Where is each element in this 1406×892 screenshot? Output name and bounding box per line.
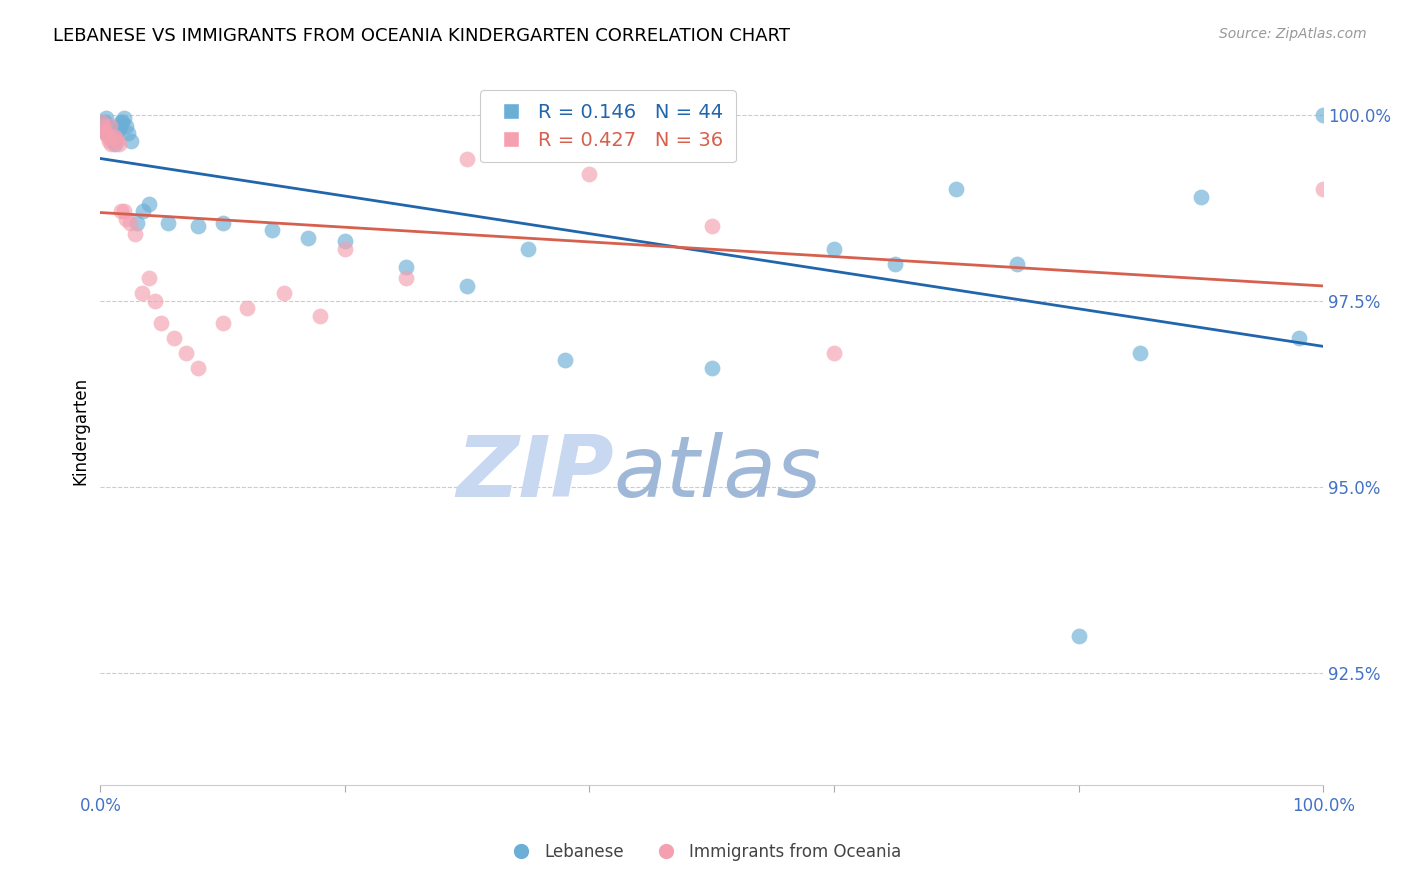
Point — [108, 119, 131, 133]
Point — [96, 126, 118, 140]
Point — [700, 219, 723, 234]
Point — [138, 197, 160, 211]
Point — [395, 271, 418, 285]
Text: Source: ZipAtlas.com: Source: ZipAtlas.com — [1219, 27, 1367, 41]
Point — [101, 130, 124, 145]
Point — [456, 153, 478, 167]
Point — [145, 293, 167, 308]
Point — [93, 122, 115, 136]
Point — [156, 216, 179, 230]
Legend: R = 0.146   N = 44, R = 0.427   N = 36: R = 0.146 N = 44, R = 0.427 N = 36 — [479, 90, 735, 162]
Point — [96, 112, 118, 126]
Point — [1312, 182, 1334, 196]
Point — [333, 234, 356, 248]
Point — [236, 301, 259, 316]
Point — [97, 119, 120, 133]
Point — [100, 126, 122, 140]
Point — [1067, 629, 1090, 643]
Point — [578, 167, 600, 181]
Y-axis label: Kindergarten: Kindergarten — [72, 377, 89, 485]
Point — [91, 119, 114, 133]
Point — [884, 256, 907, 270]
Text: LEBANESE VS IMMIGRANTS FROM OCEANIA KINDERGARTEN CORRELATION CHART: LEBANESE VS IMMIGRANTS FROM OCEANIA KIND… — [53, 27, 790, 45]
Point — [1129, 346, 1152, 360]
Point — [104, 130, 127, 145]
Point — [91, 119, 114, 133]
Point — [260, 223, 283, 237]
Point — [90, 115, 112, 129]
Point — [98, 122, 121, 136]
Point — [150, 316, 173, 330]
Point — [211, 316, 233, 330]
Legend: Lebanese, Immigrants from Oceania: Lebanese, Immigrants from Oceania — [498, 837, 908, 868]
Point — [125, 216, 148, 230]
Point — [517, 242, 540, 256]
Point — [104, 137, 127, 152]
Point — [101, 134, 124, 148]
Point — [124, 227, 146, 241]
Point — [187, 219, 209, 234]
Text: ZIP: ZIP — [457, 432, 614, 515]
Point — [333, 242, 356, 256]
Point — [456, 279, 478, 293]
Point — [132, 204, 155, 219]
Point — [115, 211, 138, 226]
Point — [554, 353, 576, 368]
Point — [105, 130, 128, 145]
Point — [395, 260, 418, 275]
Point — [117, 126, 139, 140]
Point — [111, 115, 134, 129]
Point — [297, 230, 319, 244]
Point — [823, 346, 845, 360]
Point — [273, 286, 295, 301]
Point — [97, 126, 120, 140]
Point — [174, 346, 197, 360]
Point — [163, 331, 186, 345]
Point — [1189, 189, 1212, 203]
Point — [112, 204, 135, 219]
Point — [120, 134, 142, 148]
Point — [103, 134, 125, 148]
Point — [110, 204, 132, 219]
Point — [700, 360, 723, 375]
Point — [97, 130, 120, 145]
Point — [107, 122, 129, 136]
Point — [211, 216, 233, 230]
Point — [107, 134, 129, 148]
Point — [138, 271, 160, 285]
Point — [98, 119, 121, 133]
Point — [110, 115, 132, 129]
Point — [90, 115, 112, 129]
Point — [131, 286, 153, 301]
Point — [100, 137, 122, 152]
Point — [1007, 256, 1029, 270]
Point — [112, 112, 135, 126]
Point — [945, 182, 967, 196]
Point — [115, 119, 138, 133]
Point — [309, 309, 332, 323]
Point — [93, 122, 115, 136]
Point — [1312, 108, 1334, 122]
Point — [118, 216, 141, 230]
Text: atlas: atlas — [614, 432, 823, 515]
Point — [94, 115, 117, 129]
Point — [94, 126, 117, 140]
Point — [1288, 331, 1310, 345]
Point — [187, 360, 209, 375]
Point — [107, 137, 129, 152]
Point — [823, 242, 845, 256]
Point — [97, 134, 120, 148]
